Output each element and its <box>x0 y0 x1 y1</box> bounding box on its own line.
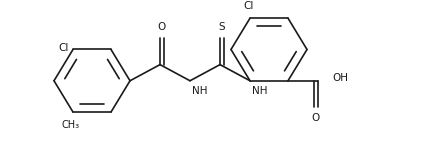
Text: NH: NH <box>252 85 267 95</box>
Text: S: S <box>219 22 225 32</box>
Text: OH: OH <box>332 73 348 83</box>
Text: CH₃: CH₃ <box>62 120 80 130</box>
Text: Cl: Cl <box>59 43 69 53</box>
Text: O: O <box>312 113 320 123</box>
Text: NH: NH <box>192 85 207 95</box>
Text: O: O <box>158 22 166 32</box>
Text: Cl: Cl <box>244 1 254 11</box>
